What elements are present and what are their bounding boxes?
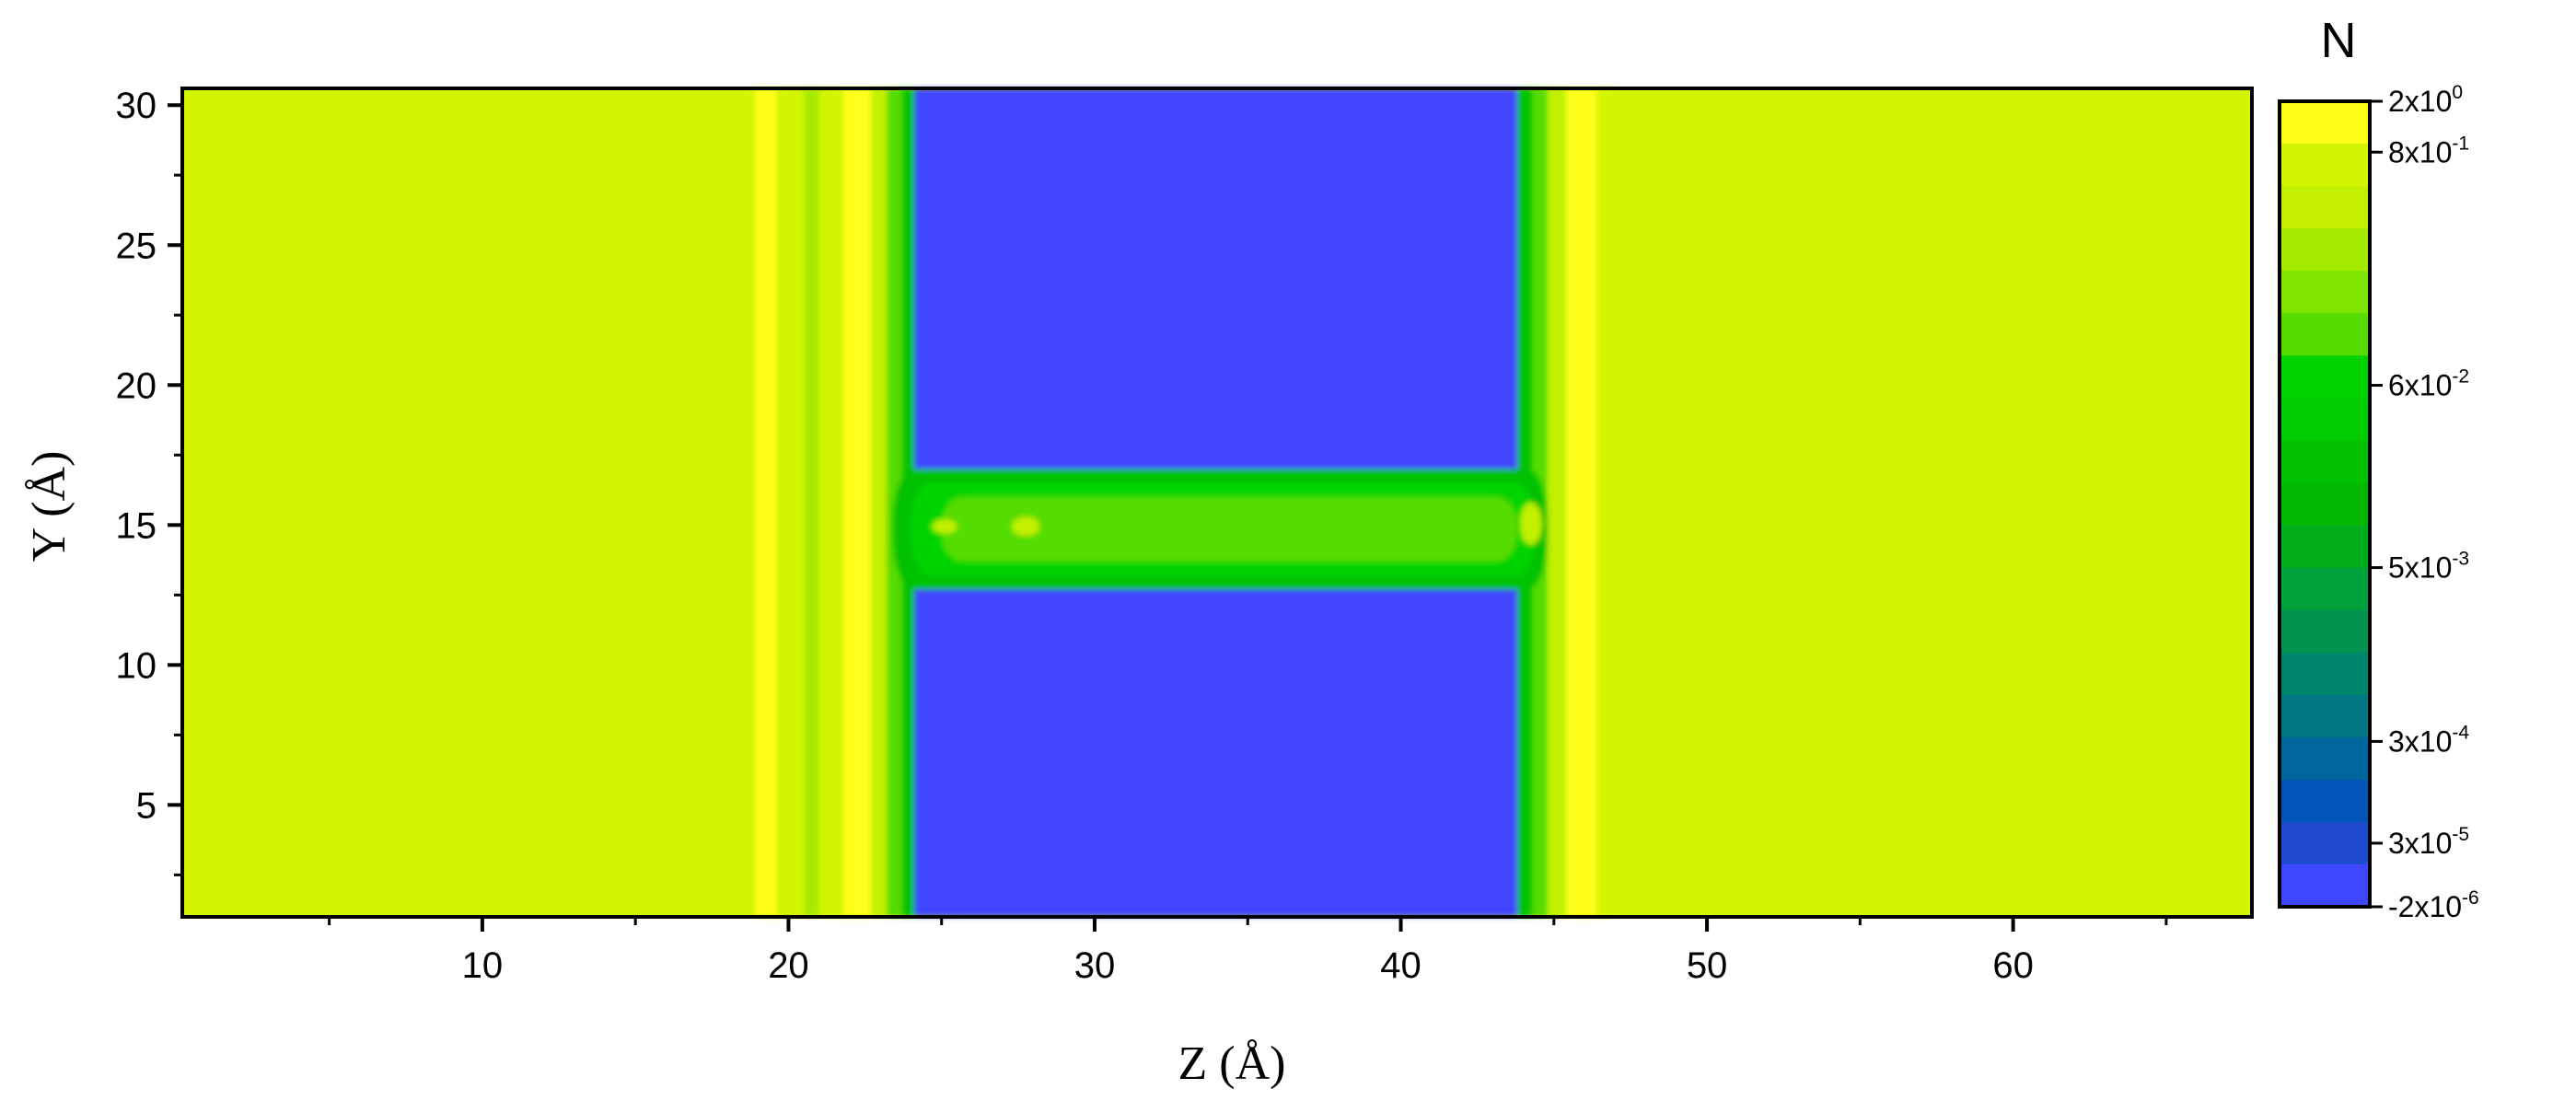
colorbar-swatch: [2280, 313, 2370, 356]
colorbar-swatch: [2280, 271, 2370, 314]
plot-frame: [180, 87, 2254, 919]
x-tick-label: 10: [462, 945, 504, 986]
heatmap-band-11: [1548, 88, 1567, 917]
colorbar: 2x100 8x10-1 6x10-2 5x10-3 3x10-4 3x10-5 -2x10…: [2278, 82, 2479, 923]
y-tick-label: 30: [116, 86, 157, 126]
x-tick-label: 50: [1687, 945, 1728, 986]
heatmap-spot-19: [1520, 503, 1542, 545]
plot-area: [182, 88, 2252, 917]
colorbar-swatch: [2280, 567, 2370, 611]
y-tick-label: 10: [116, 645, 157, 686]
colorbar-label: -2x10-6: [2388, 887, 2479, 923]
colorbar-swatch: [2280, 101, 2370, 145]
heatmap-band-5: [871, 88, 887, 917]
y-tick-label: 20: [116, 365, 157, 406]
colorbar-swatch: [2280, 779, 2370, 823]
colorbar-label: 3x10-4: [2388, 722, 2469, 758]
heatmap-band-2: [804, 88, 819, 917]
x-tick-label: 60: [1992, 945, 2034, 986]
colorbar-label: 5x10-3: [2388, 549, 2469, 585]
colorbar-swatch: [2280, 609, 2370, 654]
heatmap-spot-17: [1012, 516, 1040, 537]
heatmap-spot-18: [932, 519, 957, 534]
colorbar-swatch: [2280, 355, 2370, 399]
colorbar-title: N: [2321, 13, 2357, 68]
heatmap-band-12: [1566, 88, 1597, 917]
colorbar-swatch: [2280, 736, 2370, 781]
y-tick-label: 25: [116, 226, 157, 266]
colorbar-swatch: [2280, 694, 2370, 738]
x-tick-label: 20: [768, 945, 809, 986]
colorbar-swatch: [2280, 863, 2370, 908]
heatmap-band-6: [886, 88, 902, 917]
colorbar-label: 2x100: [2388, 82, 2463, 118]
heatmap-band-1: [776, 88, 805, 917]
colorbar-label: 8x10-1: [2388, 133, 2469, 168]
heatmap-band-0: [754, 88, 777, 917]
colorbar-swatch: [2280, 525, 2370, 569]
colorbar-frame: [2278, 99, 2372, 909]
axes: 10 20 30 40 50 60 5 10 15 20 25 30: [116, 86, 2254, 986]
heatmap-channel-16: [941, 496, 1517, 562]
heatmap-band-13: [1596, 88, 1616, 917]
colorbar-swatch: [2280, 144, 2370, 187]
y-axis-title: Y (Å): [23, 451, 75, 562]
colorbar-label: 6x10-2: [2388, 366, 2469, 402]
heatmap-band-3: [818, 88, 844, 917]
colorbar-label: 3x10-5: [2388, 824, 2469, 860]
colorbar-swatch: [2280, 398, 2370, 442]
colorbar-swatch: [2280, 228, 2370, 272]
colorbar-swatch: [2280, 440, 2370, 484]
colorbar-swatch: [2280, 821, 2370, 865]
colorbar-swatch: [2280, 186, 2370, 229]
y-tick-label: 5: [136, 785, 157, 826]
y-tick-label: 15: [116, 505, 157, 546]
colorbar-swatch: [2280, 482, 2370, 527]
x-tick-label: 40: [1380, 945, 1421, 986]
x-axis-title: Z (Å): [1178, 1037, 1286, 1090]
x-tick-label: 30: [1074, 945, 1116, 986]
heatmap-band-4: [843, 88, 872, 917]
colorbar-swatch: [2280, 652, 2370, 696]
